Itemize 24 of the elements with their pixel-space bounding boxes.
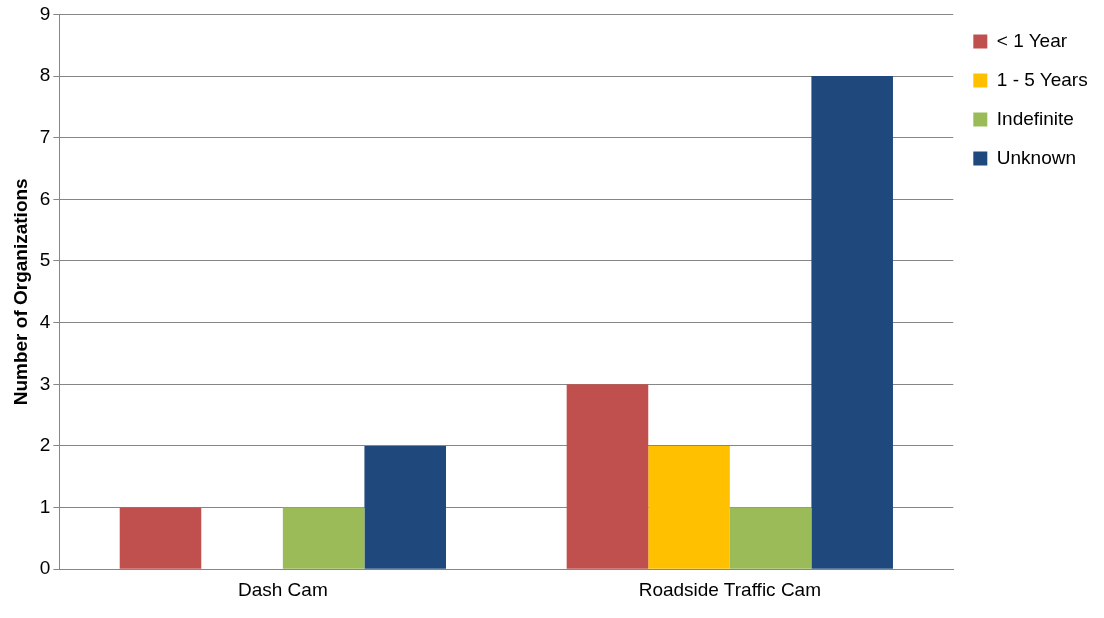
y-tick-label: 1 xyxy=(39,495,51,517)
y-tick-label: 2 xyxy=(39,434,51,456)
y-tick-label: 8 xyxy=(39,64,51,86)
y-tick-label: 3 xyxy=(39,372,51,394)
legend-label: < 1 Year xyxy=(996,29,1068,51)
x-tick-label: Roadside Traffic Cam xyxy=(638,578,821,600)
y-tick-label: 6 xyxy=(39,187,51,209)
bar xyxy=(282,507,365,569)
bar xyxy=(648,445,730,569)
legend-label: Indefinite xyxy=(996,107,1074,129)
y-tick-label: 4 xyxy=(39,310,51,332)
y-tick-label: 5 xyxy=(39,249,51,271)
legend-label: 1 - 5 Years xyxy=(996,68,1088,90)
bar xyxy=(364,445,446,569)
x-tick-label: Dash Cam xyxy=(237,578,328,600)
legend-label: Unknown xyxy=(996,146,1077,168)
y-tick-label: 0 xyxy=(39,557,51,579)
bar xyxy=(566,384,649,569)
y-tick-label: 7 xyxy=(39,125,51,147)
bar xyxy=(811,76,893,569)
bar xyxy=(729,507,812,569)
y-tick-label: 9 xyxy=(39,2,51,24)
bar xyxy=(119,507,202,569)
y-axis-title: Number of Organizations xyxy=(9,178,31,406)
